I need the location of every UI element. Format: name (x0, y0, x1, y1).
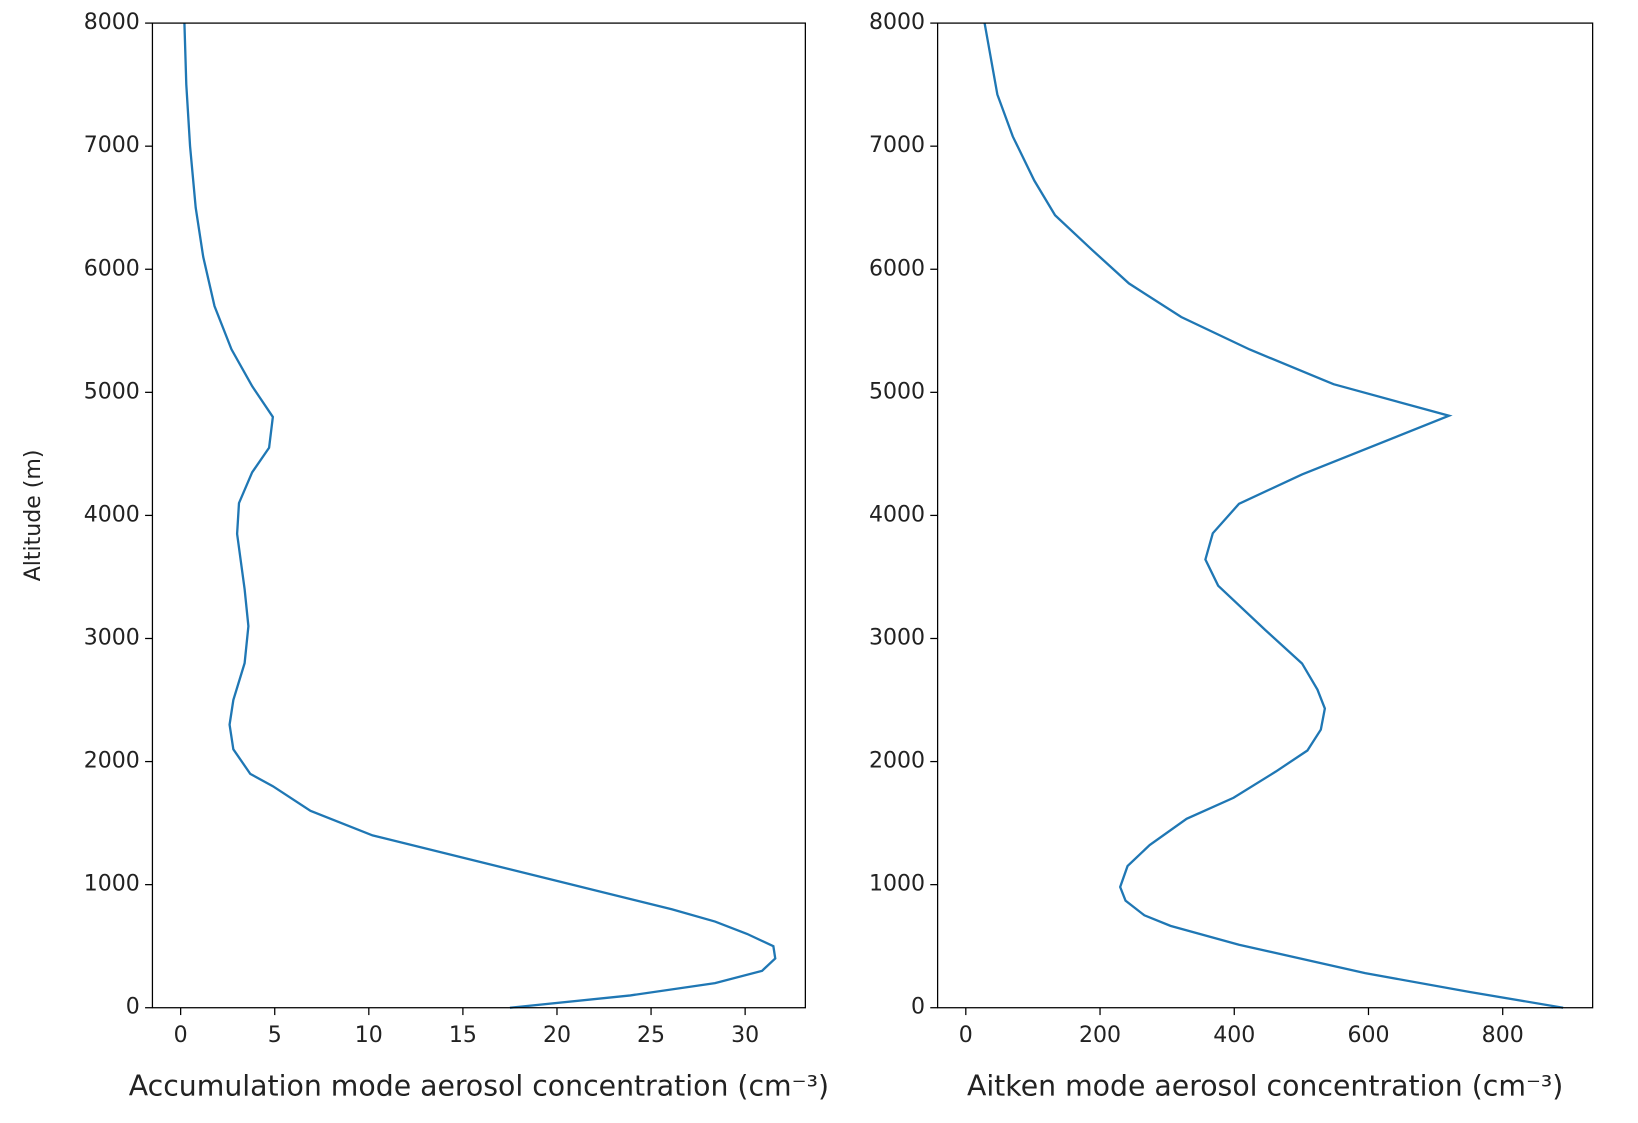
x-tick-label: 0 (959, 1023, 973, 1048)
y-tick-label: 2000 (869, 749, 925, 774)
y-tick-label: 7000 (84, 133, 140, 158)
y-tick-label: 6000 (84, 256, 140, 281)
x-tick-label: 20 (543, 1023, 571, 1048)
x-tick-label: 5 (268, 1023, 282, 1048)
x-tick-label: 400 (1213, 1023, 1255, 1048)
y-tick-label: 2000 (84, 749, 140, 774)
y-tick-label: 1000 (869, 872, 925, 897)
y-tick-label: 4000 (84, 502, 140, 527)
x-tick-label: 800 (1482, 1023, 1524, 1048)
axes-frame (151, 22, 806, 1009)
x-tick-label: 10 (355, 1023, 383, 1048)
x-axis-label: Accumulation mode aerosol concentration … (129, 1070, 829, 1103)
data-line (983, 22, 1564, 1009)
y-tick-label: 3000 (869, 625, 925, 650)
x-tick-label: 600 (1347, 1023, 1389, 1048)
y-tick-label: 6000 (869, 256, 925, 281)
x-tick-label: 30 (731, 1023, 759, 1048)
x-axis-label: Aitken mode aerosol concentration (cm⁻³) (967, 1070, 1563, 1103)
x-tick-label: 200 (1079, 1023, 1121, 1048)
x-tick-label: 0 (174, 1023, 188, 1048)
data-line (183, 23, 777, 1009)
y-tick-label: 0 (126, 995, 140, 1020)
y-tick-label: 1000 (84, 872, 140, 897)
y-tick-label: 3000 (84, 625, 140, 650)
y-tick-label: 8000 (869, 10, 925, 35)
y-axis-label: Altitude (m) (21, 450, 46, 582)
axes-frame (936, 22, 1594, 1009)
y-tick-label: 0 (911, 995, 925, 1020)
y-tick-label: 8000 (84, 10, 140, 35)
y-tick-label: 5000 (84, 379, 140, 404)
y-tick-label: 5000 (869, 379, 925, 404)
y-tick-label: 4000 (869, 502, 925, 527)
x-tick-label: 15 (449, 1023, 477, 1048)
x-tick-label: 25 (637, 1023, 665, 1048)
y-tick-label: 7000 (869, 133, 925, 158)
